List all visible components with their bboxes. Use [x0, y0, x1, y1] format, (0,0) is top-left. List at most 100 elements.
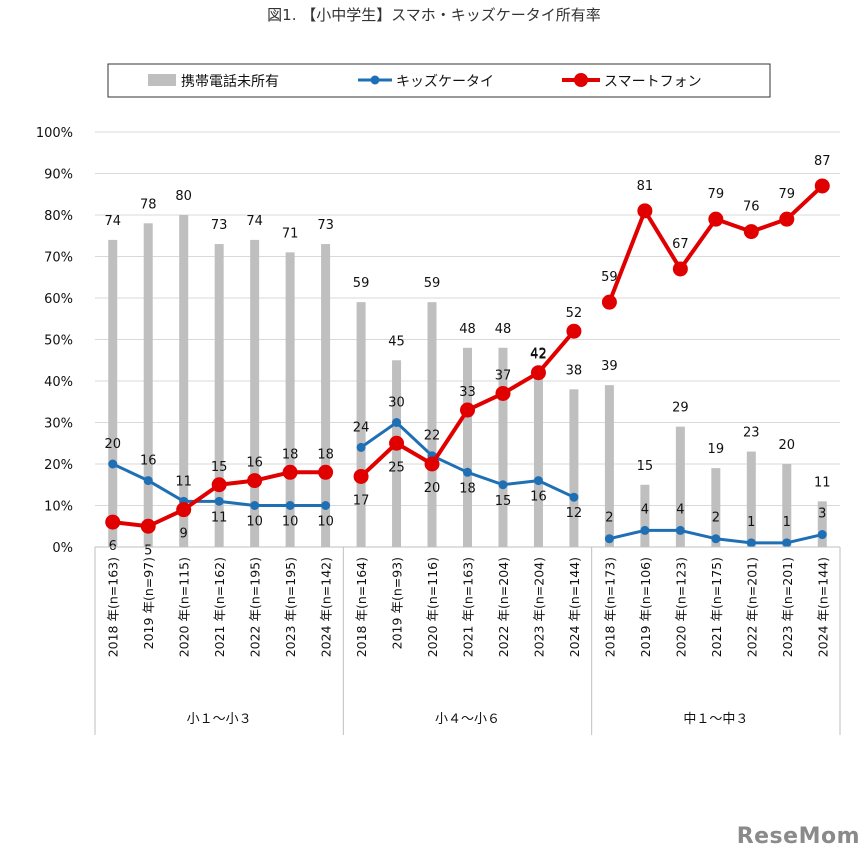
- data-label: 5: [144, 543, 152, 558]
- data-label: 10: [282, 515, 299, 530]
- y-tick-label: 40%: [44, 375, 73, 390]
- kids-phone-point: [533, 476, 543, 486]
- data-label: 48: [459, 322, 476, 337]
- x-tick-label: 2022 年(n=195): [248, 557, 263, 657]
- data-label: 45: [388, 334, 405, 349]
- watermark-logo: ReseMom: [736, 824, 860, 849]
- data-label: 4: [676, 502, 684, 517]
- data-label: 2: [712, 511, 720, 526]
- data-label: 73: [317, 218, 334, 233]
- kids-phone-point: [214, 496, 224, 506]
- smartphone-point: [814, 178, 830, 194]
- data-label: 59: [424, 276, 441, 291]
- bar: [108, 239, 118, 547]
- x-tick-label: 2020 年(n=116): [425, 557, 440, 657]
- bar: [143, 223, 153, 548]
- kids-phone-point: [356, 442, 366, 452]
- legend-marker-smart: [574, 73, 588, 87]
- y-tick-label: 10%: [44, 500, 73, 515]
- data-label: 79: [779, 187, 796, 202]
- data-label: 17: [353, 493, 370, 508]
- y-tick-label: 100%: [36, 126, 73, 141]
- y-tick-label: 60%: [44, 292, 73, 307]
- bar: [782, 464, 792, 547]
- x-tick-label: 2020 年(n=115): [177, 557, 192, 657]
- smartphone-point: [672, 261, 688, 277]
- data-label: 59: [353, 276, 370, 291]
- data-label: 42: [530, 348, 547, 363]
- smartphone-point: [140, 518, 156, 534]
- data-label: 78: [140, 197, 157, 212]
- bar: [711, 468, 721, 547]
- data-label: 33: [459, 385, 476, 400]
- x-tick-label: 2018 年(n=164): [354, 557, 369, 657]
- line-series: [105, 178, 830, 548]
- kids-phone-point: [782, 538, 792, 548]
- smartphone-point: [353, 468, 369, 484]
- data-label: 1: [747, 515, 755, 530]
- data-label: 15: [211, 460, 228, 475]
- smartphone-point: [743, 224, 759, 240]
- data-label: 19: [708, 442, 725, 457]
- data-label: 18: [459, 481, 476, 496]
- kids-phone-point: [675, 525, 685, 535]
- kids-phone-point: [463, 467, 472, 477]
- data-label: 18: [282, 447, 299, 462]
- x-tick-label: 2021 年(n=163): [461, 557, 476, 657]
- x-tick-label: 2024 年(n=144): [815, 557, 830, 657]
- legend-swatch-bar: [148, 74, 176, 86]
- bar: [463, 347, 472, 547]
- data-label: 2: [605, 511, 613, 526]
- data-labels: 7462078516809117315117416107118107318105…: [104, 154, 830, 558]
- kids-phone-point: [143, 476, 153, 486]
- data-label: 80: [175, 189, 192, 204]
- x-tick-label: 2018 年(n=163): [106, 557, 121, 657]
- bar: [817, 501, 827, 547]
- data-label: 25: [388, 460, 405, 475]
- data-label: 74: [246, 214, 263, 229]
- data-label: 39: [601, 359, 618, 374]
- data-label: 73: [211, 218, 228, 233]
- y-tick-label: 30%: [44, 417, 73, 432]
- data-label: 30: [388, 396, 405, 411]
- bar: [392, 360, 402, 547]
- bar: [321, 244, 331, 548]
- x-tick-label: 2023 年(n=195): [283, 557, 298, 657]
- bar: [427, 302, 437, 547]
- smartphone-line: [607, 184, 824, 303]
- kids-phone-point: [321, 501, 331, 510]
- bar: [746, 451, 756, 547]
- legend: 携帯電話未所有 キッズケータイ スマートフォン: [107, 63, 771, 98]
- bar: [533, 372, 543, 547]
- data-label: 16: [246, 456, 263, 471]
- data-label: 10: [246, 515, 263, 530]
- bar: [640, 484, 650, 547]
- kids-phone-point: [498, 480, 508, 490]
- data-label: 42: [530, 347, 547, 362]
- x-tick-label: 2021 年(n=162): [212, 557, 227, 657]
- legend-label-smart: スマートフォン: [604, 74, 702, 90]
- data-label: 3: [818, 507, 826, 522]
- x-tick-label: 2019 年(n=106): [638, 557, 653, 657]
- x-tick-label: 2022 年(n=204): [496, 557, 511, 657]
- x-tick-label: 2018 年(n=173): [602, 557, 617, 657]
- data-label: 15: [495, 494, 512, 509]
- x-tick-label: 2022 年(n=201): [744, 557, 759, 657]
- kids-phone-point: [569, 492, 579, 502]
- x-tick-label: 2024 年(n=142): [319, 557, 334, 657]
- data-label: 59: [601, 270, 618, 285]
- data-label: 23: [743, 426, 760, 441]
- data-label: 81: [637, 179, 654, 194]
- y-tick-label: 50%: [44, 334, 73, 349]
- smartphone-point: [389, 435, 405, 451]
- smartphone-point: [495, 385, 511, 401]
- smartphone-point: [211, 477, 227, 493]
- bar: [356, 302, 366, 547]
- x-tick-label: 2019 年(n=93): [390, 557, 405, 649]
- y-tick-label: 90%: [44, 168, 73, 183]
- bar: [675, 426, 685, 547]
- kids-phone-point: [604, 534, 614, 544]
- data-label: 20: [104, 437, 121, 452]
- kids-phone-point: [108, 459, 118, 469]
- data-label: 11: [175, 474, 192, 489]
